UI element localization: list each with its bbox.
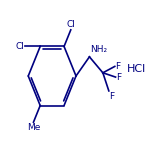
Text: F: F bbox=[109, 92, 115, 101]
Text: HCl: HCl bbox=[127, 64, 146, 74]
Text: NH₂: NH₂ bbox=[90, 45, 107, 54]
Text: F: F bbox=[116, 73, 121, 82]
Text: Cl: Cl bbox=[66, 20, 75, 29]
Text: Me: Me bbox=[27, 123, 40, 132]
Text: Cl: Cl bbox=[16, 42, 24, 51]
Text: F: F bbox=[115, 62, 121, 71]
